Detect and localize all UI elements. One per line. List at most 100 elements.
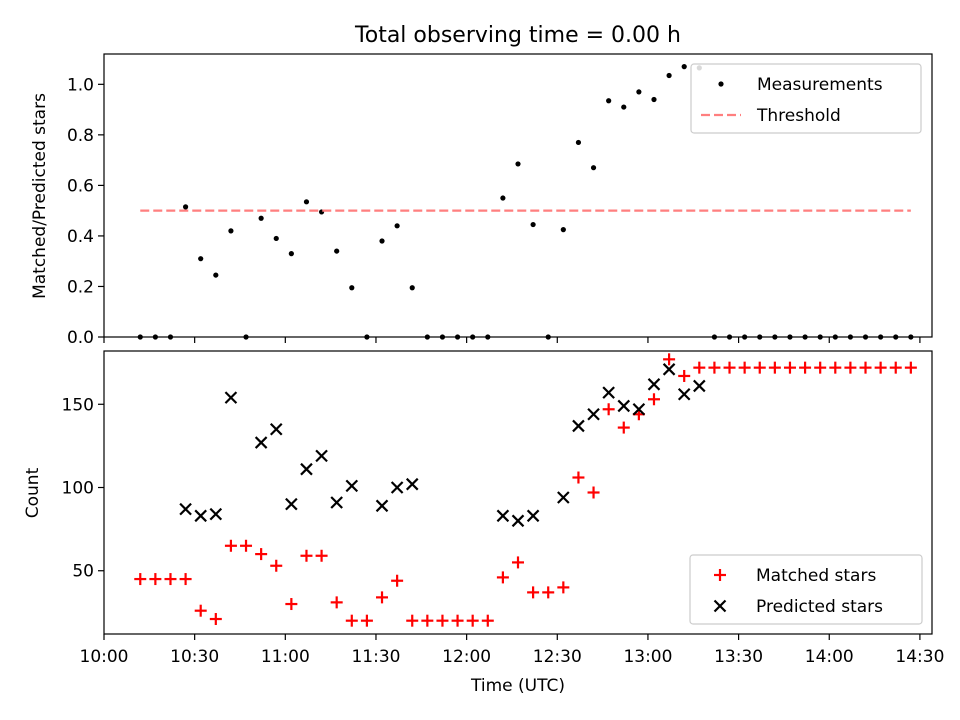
measurement-point bbox=[666, 72, 672, 79]
measurement-point bbox=[182, 204, 189, 210]
matched-stars-point bbox=[345, 614, 358, 627]
ratio-ytick-label: 0.6 bbox=[67, 176, 94, 196]
count-ytick-label: 150 bbox=[62, 395, 94, 415]
legend-matched-stars-label: Matched stars bbox=[756, 566, 876, 586]
count-ytick-label: 100 bbox=[62, 479, 94, 499]
measurement-point bbox=[636, 89, 642, 95]
matched-stars-point bbox=[134, 573, 147, 586]
measurement-point bbox=[409, 285, 415, 291]
measurement-point bbox=[651, 96, 657, 103]
count-y-axis-label: Count bbox=[23, 467, 43, 518]
predicted-stars-point bbox=[285, 497, 298, 511]
matched-stars-point bbox=[542, 586, 555, 599]
xtick-label: 12:00 bbox=[442, 647, 491, 667]
legend-predicted-stars-label: Predicted stars bbox=[756, 597, 883, 617]
matched-stars-point bbox=[557, 581, 570, 594]
measurement-point bbox=[334, 248, 340, 254]
ratio-legend: Measurements Threshold bbox=[690, 63, 922, 134]
measurement-point bbox=[500, 195, 506, 201]
chart-title: Total observing time = 0.00 h bbox=[354, 23, 681, 48]
matched-stars-point bbox=[693, 361, 706, 374]
matched-stars-point bbox=[466, 614, 479, 627]
measurement-point bbox=[273, 235, 279, 242]
matched-stars-point bbox=[391, 574, 404, 587]
matched-stars-point bbox=[829, 361, 842, 374]
matched-stars-point bbox=[723, 361, 736, 374]
predicted-stars-point bbox=[330, 496, 343, 509]
matched-stars-point bbox=[814, 361, 827, 374]
matched-stars-point bbox=[572, 471, 585, 484]
matched-stars-point bbox=[874, 361, 887, 374]
matched-stars-point bbox=[663, 353, 676, 366]
matched-stars-point bbox=[889, 361, 902, 374]
matched-stars-point bbox=[149, 573, 162, 586]
predicted-stars-point bbox=[209, 507, 223, 521]
matched-stars-point bbox=[783, 361, 796, 374]
count-panel: 50 100 150 10:00 10:30 11:00 11:30 12:00 12:30 1… bbox=[23, 350, 944, 696]
matched-stars-point bbox=[799, 361, 812, 374]
ratio-ytick-label: 0.4 bbox=[67, 227, 94, 247]
legend-measurements-label: Measurements bbox=[757, 75, 883, 95]
xtick-label: 14:00 bbox=[805, 647, 854, 667]
matched-stars-point bbox=[844, 361, 857, 374]
measurement-point bbox=[228, 228, 234, 234]
predicted-stars-point bbox=[617, 399, 631, 413]
ratio-plot-frame bbox=[103, 53, 933, 338]
measurement-point bbox=[575, 139, 582, 146]
xtick-label: 13:00 bbox=[623, 647, 672, 667]
matched-stars-point bbox=[164, 573, 177, 586]
matched-stars-point bbox=[330, 596, 343, 609]
legend-box bbox=[690, 63, 922, 134]
ratio-ytick-label: 1.0 bbox=[67, 75, 94, 95]
predicted-stars-point bbox=[194, 509, 207, 523]
measurement-point bbox=[515, 161, 521, 167]
measurement-point bbox=[530, 221, 536, 228]
predicted-stars-point bbox=[693, 379, 706, 393]
predicted-stars-point bbox=[587, 407, 600, 421]
matched-stars-point bbox=[602, 403, 615, 416]
predicted-stars-point bbox=[632, 402, 646, 416]
predicted-stars-point bbox=[375, 499, 389, 513]
matched-stars-point bbox=[179, 573, 192, 586]
matched-stars-point bbox=[647, 393, 660, 406]
matched-stars-point bbox=[738, 361, 751, 374]
predicted-stars-point bbox=[511, 514, 525, 528]
measurement-point bbox=[213, 272, 219, 278]
predicted-stars-point bbox=[572, 419, 585, 433]
ratio-ytick-label: 0.0 bbox=[67, 328, 94, 348]
matched-stars-point bbox=[753, 361, 766, 374]
measurement-point bbox=[198, 256, 204, 262]
predicted-stars-point bbox=[557, 491, 570, 504]
predicted-stars-point bbox=[677, 388, 691, 401]
predicted-stars-point bbox=[390, 481, 404, 494]
predicted-stars-point bbox=[496, 509, 510, 523]
predicted-stars-point bbox=[662, 363, 676, 376]
predicted-stars-point bbox=[345, 479, 359, 493]
matched-stars-point bbox=[209, 613, 222, 626]
matched-stars-point bbox=[481, 614, 494, 627]
matched-stars-point bbox=[587, 486, 600, 499]
matched-stars-point bbox=[406, 614, 419, 627]
count-plot-frame bbox=[103, 350, 933, 635]
xtick-label: 10:00 bbox=[80, 647, 129, 667]
matched-stars-point bbox=[421, 614, 434, 627]
predicted-stars-point bbox=[300, 462, 313, 476]
predicted-stars-point bbox=[405, 477, 419, 491]
predicted-stars-point bbox=[269, 422, 283, 436]
matched-stars-point bbox=[512, 556, 524, 569]
x-axis-label: Time (UTC) bbox=[470, 676, 565, 696]
ratio-ytick-label: 0.2 bbox=[67, 277, 94, 297]
matched-stars-point bbox=[270, 559, 283, 572]
xtick-label: 11:00 bbox=[261, 647, 310, 667]
measurement-point bbox=[349, 285, 355, 291]
matched-stars-point bbox=[255, 548, 268, 561]
matched-stars-point bbox=[527, 586, 540, 599]
measurement-point bbox=[590, 165, 597, 171]
xtick-label: 11:30 bbox=[351, 647, 400, 667]
measurement-point bbox=[681, 64, 687, 70]
measurement-point bbox=[288, 251, 294, 257]
measurement-point bbox=[394, 223, 400, 229]
measurement-point bbox=[560, 227, 566, 233]
xtick-label: 14:30 bbox=[895, 647, 944, 667]
